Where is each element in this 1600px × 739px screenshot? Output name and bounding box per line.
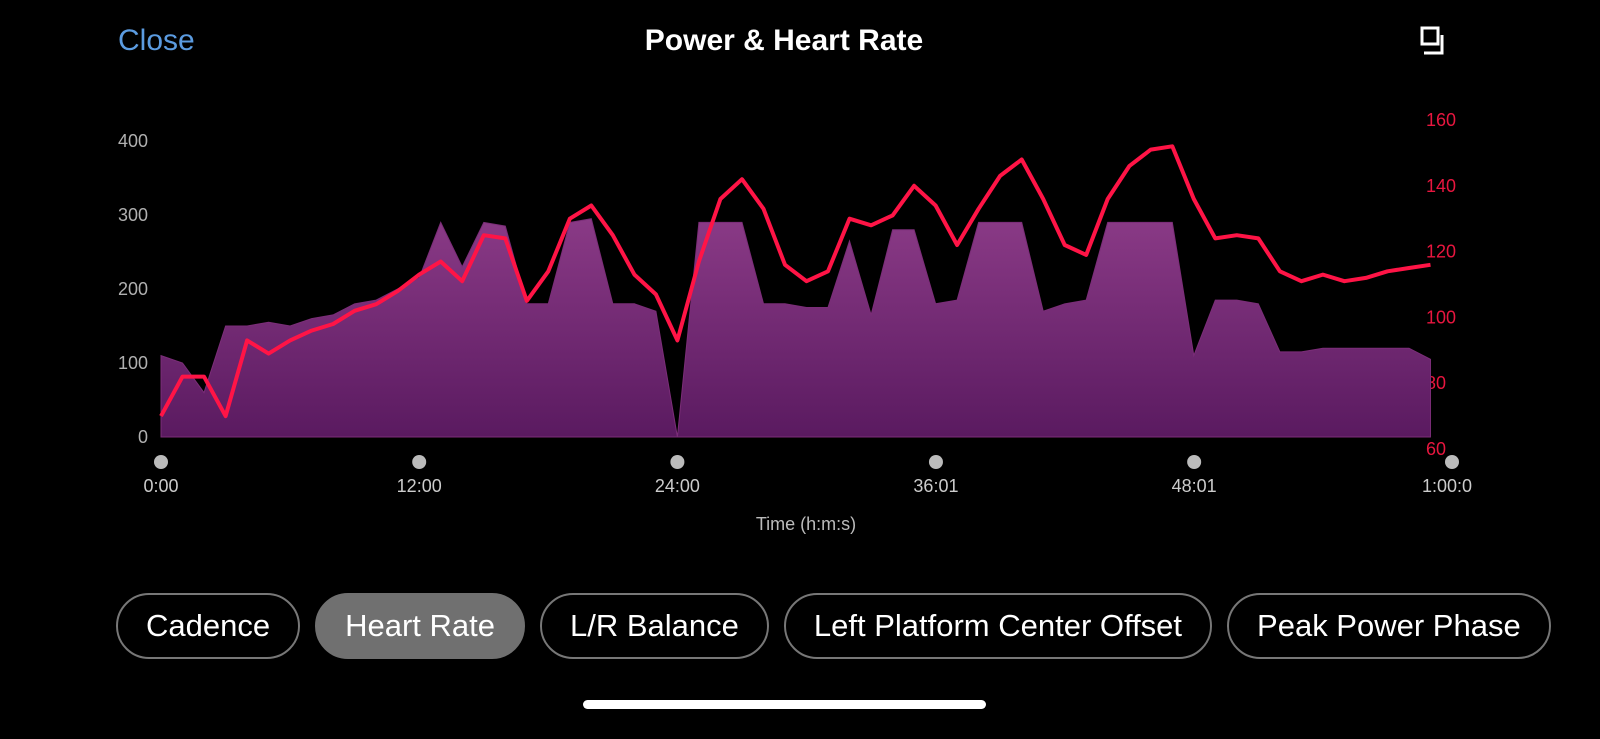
close-button[interactable]: Close (118, 24, 195, 57)
chip[interactable]: Peak Power Phase (1227, 593, 1551, 659)
x-tick-dot (412, 455, 427, 469)
chip[interactable]: L/R Balance (540, 593, 769, 659)
chip[interactable]: Left Platform Center Offset (783, 593, 1213, 659)
y-tick-label: 400 (118, 131, 148, 151)
y-tick-label: 200 (118, 279, 148, 299)
y2-tick-label: 60 (1426, 439, 1446, 459)
x-tick-label: 36:01 (913, 476, 958, 496)
x-tick-dot (928, 455, 943, 469)
y2-tick-label: 100 (1426, 307, 1456, 327)
x-tick-dot (154, 455, 168, 469)
chip-bar: Cadence Heart Rate L/R Balance Left Platfor… (116, 593, 1600, 663)
x-tick-label: 1:00:00 (1422, 476, 1482, 496)
x-tick-label: 12:00 (397, 476, 442, 496)
x-tick-label: 0:00 (143, 476, 178, 496)
y2-tick-label: 160 (1426, 110, 1456, 130)
heart-rate-line (159, 144, 1431, 419)
power-area (160, 218, 1432, 438)
home-indicator (583, 700, 986, 709)
x-tick-label: 24:00 (655, 476, 700, 496)
x-axis-title: Time (h:m:s) (756, 514, 856, 534)
x-tick-label: 48:01 (1172, 476, 1217, 496)
x-tick-dot (1187, 455, 1202, 469)
y2-tick-label: 120 (1426, 242, 1456, 262)
y-tick-label: 0 (138, 427, 148, 447)
title: Power & Heart Rate (644, 24, 924, 57)
expand-icon[interactable] (1420, 26, 1452, 56)
x-tick-dot (670, 455, 685, 469)
chart: 0 100 200 300 400 60 80 100 120 140 160 0:00 12:00 24… (118, 110, 1482, 534)
y2-tick-label: 140 (1426, 176, 1456, 196)
y-tick-label: 300 (118, 205, 148, 225)
x-tick-dot (1445, 455, 1459, 469)
y2-tick-label: 80 (1426, 373, 1446, 393)
y-tick-label: 100 (118, 353, 148, 373)
chip[interactable]: Heart Rate (315, 593, 525, 659)
chip[interactable]: Cadence (116, 593, 301, 659)
